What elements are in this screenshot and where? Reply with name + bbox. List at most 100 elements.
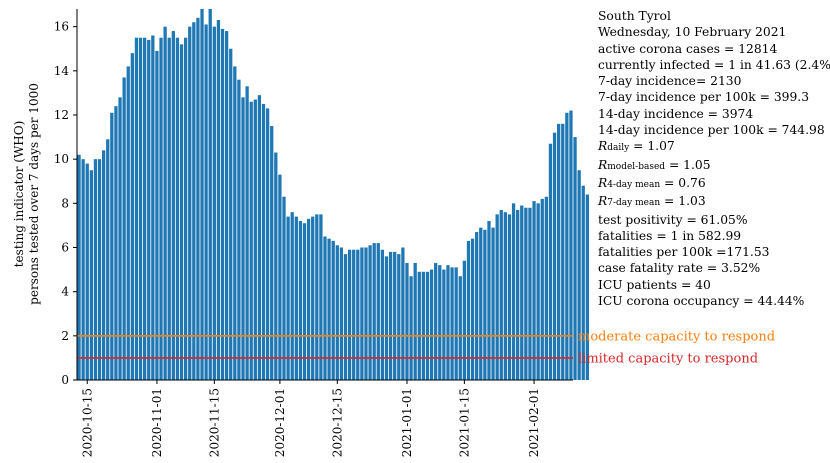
bar xyxy=(122,77,126,381)
bar xyxy=(81,159,85,380)
bar xyxy=(343,254,348,381)
bar xyxy=(368,245,372,380)
y-tick-label: 6 xyxy=(61,241,69,255)
region-name: South Tyrol xyxy=(598,9,671,23)
bar xyxy=(196,17,200,381)
r-daily: Rdaily = 1.07 xyxy=(598,139,675,154)
case-fatality-rate: case fatality rate = 3.52% xyxy=(598,261,761,276)
bar xyxy=(282,196,286,380)
x-tick-label: 2020-12-15 xyxy=(330,388,344,457)
bar xyxy=(380,249,385,380)
bar xyxy=(106,139,110,380)
bar xyxy=(540,198,544,380)
bar xyxy=(179,44,184,380)
bar xyxy=(569,110,573,380)
bar xyxy=(585,194,589,380)
bar xyxy=(388,251,393,380)
bar xyxy=(532,201,536,380)
bar xyxy=(298,221,303,380)
bar xyxy=(175,37,180,381)
bar xyxy=(163,26,167,380)
bar xyxy=(458,276,462,380)
y-tick-label: 10 xyxy=(54,152,69,166)
bar xyxy=(233,66,237,381)
r-4day-mean: R4-day mean = 0.76 xyxy=(598,175,706,190)
bar xyxy=(360,247,364,380)
bar xyxy=(446,265,450,380)
r-7day-mean: R7-day mean = 1.03 xyxy=(598,194,706,209)
bar xyxy=(520,205,524,380)
report-date: Wednesday, 10 February 2021 xyxy=(598,25,787,40)
bar xyxy=(188,26,192,380)
bar xyxy=(85,163,89,380)
icu-occupancy: ICU corona occupancy = 44.44% xyxy=(598,294,805,309)
bar xyxy=(102,150,106,380)
bar xyxy=(311,216,315,380)
bar xyxy=(204,24,208,381)
incidence-7d: 7-day incidence= 2130 xyxy=(598,74,742,89)
fatalities-100k: fatalities per 100k =171.53 xyxy=(598,245,770,260)
x-tick-label: 2021-01-15 xyxy=(457,388,471,457)
y-axis-label-line1: testing indicator (WHO) xyxy=(12,121,26,268)
bar xyxy=(544,196,548,380)
y-axis-label-line2: persons tested over 7 days per 1000 xyxy=(27,83,41,305)
x-axis-ticks: 2020-10-15 2020-11-01 2020-11-15 2020-12-01… xyxy=(80,380,541,457)
bar xyxy=(425,271,430,380)
bar xyxy=(557,123,561,380)
bar xyxy=(323,236,327,380)
bar xyxy=(159,37,163,381)
bar xyxy=(565,112,569,380)
r-model-based: Rmodel-based = 1.05 xyxy=(598,157,711,172)
bar xyxy=(335,245,339,380)
bar xyxy=(450,267,454,381)
bar xyxy=(356,249,360,380)
statistics-panel: South Tyrol Wednesday, 10 February 2021 … xyxy=(598,8,830,309)
bar xyxy=(143,37,147,381)
active-cases: active corona cases = 12814 xyxy=(598,41,778,56)
bar xyxy=(384,256,389,380)
bar xyxy=(413,262,417,380)
bar xyxy=(511,203,516,380)
bar xyxy=(261,103,266,381)
x-tick-label: 2020-12-01 xyxy=(273,388,287,457)
bar xyxy=(516,209,520,380)
bar xyxy=(216,20,221,380)
limited-capacity-label: limited capacity to respond xyxy=(578,351,758,366)
bar xyxy=(573,137,577,380)
bar xyxy=(224,31,229,381)
bar xyxy=(171,31,175,381)
bar xyxy=(118,97,122,380)
bar xyxy=(483,229,487,380)
bar xyxy=(479,227,483,381)
bar xyxy=(265,108,270,381)
bar xyxy=(393,251,397,380)
bar xyxy=(306,218,311,380)
bar xyxy=(462,260,467,380)
bar xyxy=(155,50,159,381)
icu-patients: ICU patients = 40 xyxy=(598,277,711,292)
bar xyxy=(503,212,507,380)
bar xyxy=(249,101,253,380)
bar xyxy=(581,185,585,380)
bar xyxy=(499,209,503,380)
bar xyxy=(93,159,98,380)
bar xyxy=(331,240,335,381)
bar xyxy=(372,243,376,380)
bar xyxy=(315,214,319,381)
x-tick-label: 2020-11-15 xyxy=(207,388,221,457)
bar xyxy=(208,9,212,380)
bar xyxy=(114,106,118,381)
y-tick-label: 2 xyxy=(61,329,69,343)
bar xyxy=(274,152,278,380)
bar xyxy=(364,247,368,380)
bar xyxy=(110,112,114,380)
bar xyxy=(245,86,249,380)
bar xyxy=(257,95,262,381)
bar xyxy=(253,99,257,380)
bar xyxy=(528,207,532,380)
bar xyxy=(495,214,499,381)
bar xyxy=(220,28,225,381)
bar xyxy=(97,159,102,380)
incidence-14d-100k: 14-day incidence per 100k = 744.98 xyxy=(598,123,825,138)
bar xyxy=(147,39,151,381)
